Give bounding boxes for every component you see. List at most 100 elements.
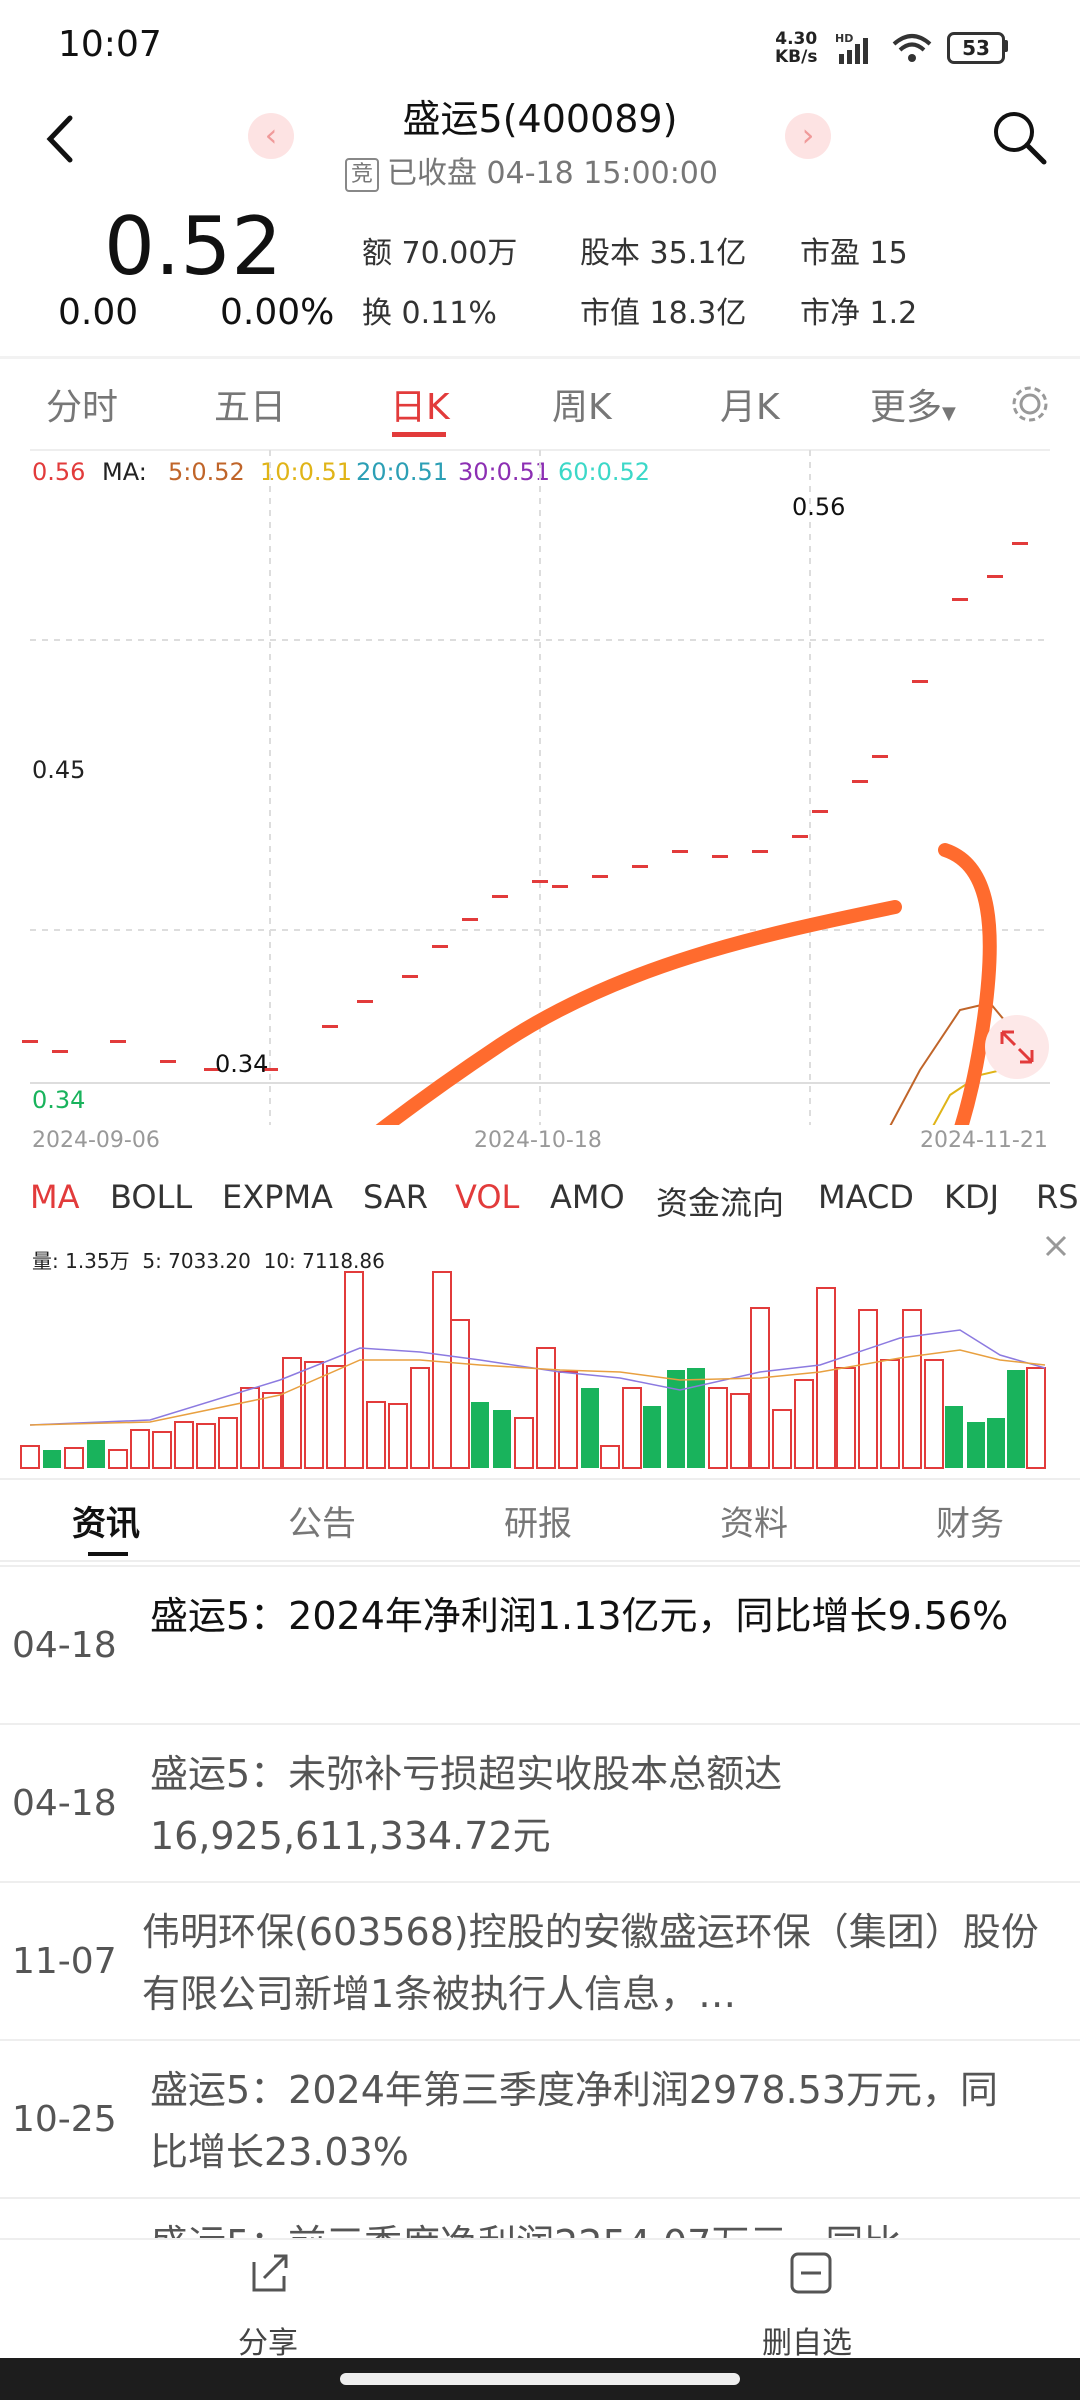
news-title: 盛运5：2024年净利润1.13亿元，同比增长9.56% (150, 1594, 1009, 1638)
tab-five-day[interactable]: 五日 (214, 387, 287, 428)
news-tab-notices[interactable]: 公告 (288, 1504, 356, 1544)
ind-tab-sar[interactable]: SAR (363, 1178, 429, 1216)
volume-bar (344, 1271, 364, 1469)
share-button[interactable]: 分享 (238, 2326, 298, 2361)
volume-bar (987, 1418, 1005, 1468)
candle (1012, 542, 1028, 545)
ind-tab-boll[interactable]: BOLL (110, 1178, 193, 1216)
candle (402, 975, 418, 978)
tab-more[interactable]: 更多▼ (870, 387, 956, 428)
news-tab-research[interactable]: 研报 (504, 1504, 572, 1544)
candle (812, 810, 828, 813)
volume-bar (152, 1431, 172, 1469)
home-indicator[interactable] (340, 2373, 740, 2385)
legend-ma60: 60:0.52 (558, 458, 651, 486)
tab-intraday[interactable]: 分时 (46, 387, 119, 428)
news-tab-news[interactable]: 资讯 (72, 1504, 140, 1544)
volume-bar (880, 1359, 900, 1469)
tab-daily-k[interactable]: 日K (390, 387, 450, 428)
ind-tab-fund-flow[interactable]: 资金流向 (656, 1184, 785, 1222)
next-stock-button[interactable]: › (785, 113, 831, 159)
ind-tab-kdj[interactable]: KDJ (944, 1178, 1000, 1216)
news-date: 04-18 (12, 1783, 117, 1824)
candle (632, 865, 648, 868)
volume-bar (130, 1429, 150, 1469)
market-status-text: 已收盘 04-18 15:00:00 (387, 156, 718, 191)
close-icon[interactable] (1044, 1234, 1068, 1258)
volume-bar (366, 1401, 386, 1469)
x-axis-label-1: 2024-09-06 (32, 1128, 160, 1153)
candle (752, 850, 768, 853)
candle (712, 855, 728, 858)
news-tab-underline (88, 1552, 128, 1556)
stat-turnover: 额 70.00万 (362, 236, 518, 271)
news-title: 伟明环保(603568)控股的安徽盛运环保（集团）股份有限公司新增1条被执行人信… (142, 1910, 1039, 2016)
candle (872, 755, 888, 758)
stat-market-cap: 市值 18.3亿 (580, 296, 747, 331)
news-item[interactable]: 10-25 盛运5：2024年第三季度净利润2978.53万元，同比增长23.0… (0, 2039, 1080, 2199)
kline-chart[interactable] (0, 445, 1080, 1125)
news-item[interactable]: 盛运5：前三季度净利润2254.07万元，同比 (0, 2197, 1080, 2240)
legend-ma: MA: (102, 458, 147, 486)
ind-tab-vol[interactable]: VOL (455, 1178, 520, 1216)
news-title: 盛运5：2024年第三季度净利润2978.53万元，同比增长23.03% (150, 2068, 999, 2174)
ind-tab-expma[interactable]: EXPMA (222, 1178, 333, 1216)
volume-bar (108, 1449, 128, 1469)
legend-ma5: 5:0.52 (168, 458, 245, 486)
x-axis-label-2: 2024-10-18 (474, 1128, 602, 1153)
volume-bar (388, 1403, 408, 1469)
ind-tab-amo[interactable]: AMO (550, 1178, 625, 1216)
back-icon[interactable] (40, 112, 80, 166)
candle (462, 918, 478, 921)
news-tab-finance[interactable]: 财务 (936, 1504, 1004, 1544)
news-item[interactable]: 11-07 伟明环保(603568)控股的安徽盛运环保（集团）股份有限公司新增1… (0, 1881, 1080, 2041)
volume-bar (924, 1359, 944, 1469)
tab-daily-k-underline (392, 432, 446, 437)
candle (672, 850, 688, 853)
volume-bar (1026, 1367, 1046, 1469)
news-title: 盛运5：前三季度净利润2254.07万元，同比 (150, 2213, 1030, 2240)
volume-bar (836, 1367, 856, 1469)
axis-bottom-label: 0.34 (32, 1086, 86, 1114)
candle (52, 1050, 68, 1053)
fullscreen-icon[interactable] (982, 1012, 1052, 1082)
volume-bar (558, 1371, 578, 1469)
prev-stock-button[interactable]: ‹ (248, 113, 294, 159)
candle (552, 885, 568, 888)
search-icon[interactable] (990, 108, 1050, 168)
remove-watchlist-icon[interactable] (788, 2250, 834, 2296)
volume-bar (536, 1347, 556, 1469)
share-icon[interactable] (246, 2250, 292, 2296)
tab-monthly-k[interactable]: 月K (720, 387, 780, 428)
volume-chart[interactable] (0, 1260, 1080, 1475)
candle (432, 945, 448, 948)
battery-icon: 53 (947, 32, 1005, 64)
volume-bar (858, 1309, 878, 1469)
volume-bar (43, 1450, 61, 1468)
candle (852, 780, 868, 783)
news-tab-profile[interactable]: 资料 (720, 1504, 788, 1544)
axis-low-label: 0.34 (215, 1050, 269, 1078)
gear-icon[interactable] (1008, 382, 1052, 426)
stat-pe: 市盈 15 (800, 236, 908, 271)
news-item[interactable]: 04-18 盛运5：2024年净利润1.13亿元，同比增长9.56% (0, 1565, 1080, 1725)
volume-bar (282, 1357, 302, 1469)
candles (22, 542, 1028, 1071)
page-title: 盛运5(400089) (402, 97, 678, 141)
ind-tab-ma[interactable]: MA (30, 1178, 80, 1216)
ind-tab-macd[interactable]: MACD (818, 1178, 914, 1216)
volume-bar (600, 1445, 620, 1469)
volume-bar (304, 1361, 324, 1469)
news-item[interactable]: 04-18 盛运5：未弥补亏损超实收股本总额达16,925,611,334.72… (0, 1723, 1080, 1883)
volume-bar (450, 1319, 470, 1469)
ind-tab-rsi[interactable]: RS (1036, 1178, 1079, 1216)
tab-weekly-k[interactable]: 周K (552, 387, 612, 428)
news-date: 10-25 (12, 2099, 117, 2140)
candle (952, 598, 968, 601)
candle (592, 875, 608, 878)
remove-watchlist-button[interactable]: 删自选 (762, 2326, 852, 2361)
volume-bar (87, 1440, 105, 1468)
volume-bar (514, 1417, 534, 1469)
vol-ma5-line (29, 1329, 1046, 1426)
price-change: 0.00 (58, 292, 139, 333)
